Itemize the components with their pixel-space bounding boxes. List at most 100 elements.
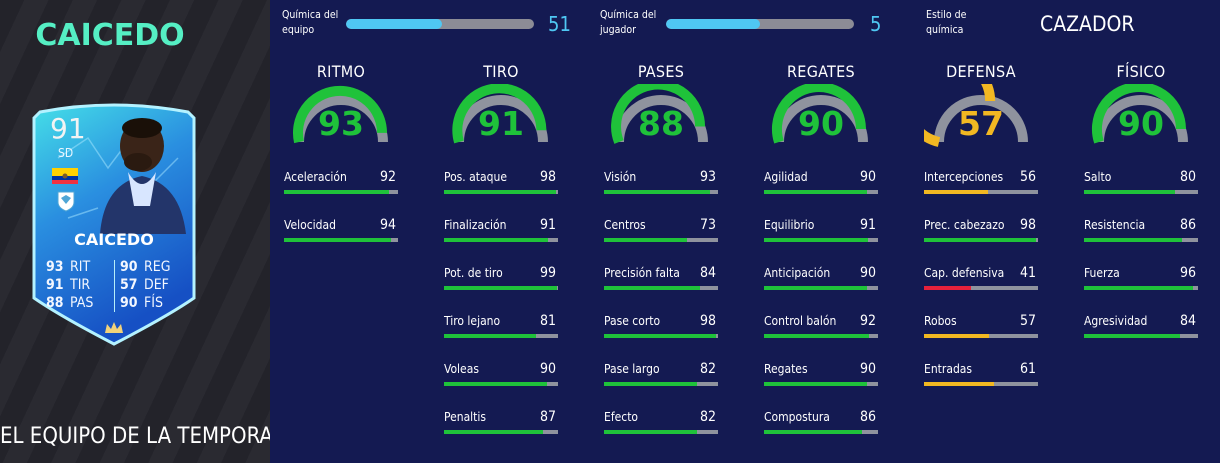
attribute-value: 80 [1179, 169, 1196, 185]
attribute-value: 81 [539, 313, 556, 329]
attribute-row: Agresividad 84 [1084, 313, 1198, 344]
category-column-4: DEFENSA 57 [924, 62, 1038, 152]
player-chemistry-label-line2: jugador [600, 24, 637, 36]
attribute-row: Aceleración 92 [284, 169, 398, 200]
attribute-bar-fill [1084, 238, 1183, 242]
attribute-name: Centros [604, 218, 646, 232]
attribute-bar [1084, 334, 1198, 338]
card-stat-value: 57 [120, 277, 138, 293]
gauge-fill [293, 85, 387, 144]
card-stat-value: 90 [120, 259, 138, 275]
attribute-bar [924, 334, 1038, 338]
attribute-row: Prec. cabezazo 98 [924, 217, 1038, 248]
attribute-value: 96 [1179, 265, 1196, 281]
category-gauge: 93 [284, 84, 398, 152]
category-column-1: TIRO 91 [444, 62, 558, 152]
attribute-row: Penaltis 87 [444, 409, 558, 440]
attribute-bar-fill [764, 238, 868, 242]
attribute-bar-fill [444, 190, 556, 194]
category-title: RITMO [316, 62, 366, 81]
attribute-bar-fill [284, 190, 389, 194]
attribute-row: Regates 90 [764, 361, 878, 392]
player-chemistry-label-line1: Química del [600, 9, 657, 21]
attribute-value: 82 [699, 409, 716, 425]
category-column-5: FÍSICO 90 [1084, 62, 1198, 152]
card-stat-label: TIR [70, 277, 91, 293]
category-value: 88 [638, 104, 684, 143]
category-gauge: 88 [604, 84, 718, 152]
team-chemistry-label: Química del equipo [282, 8, 338, 38]
card-stat-label: FÍS [144, 295, 163, 311]
gauge-fill [611, 84, 706, 144]
attribute-name: Aceleración [284, 170, 347, 184]
attribute-value: 91 [539, 217, 556, 233]
chemistry-style-label: Estilo de química [926, 8, 966, 38]
attribute-bar-fill [444, 238, 548, 242]
chemistry-style-label-line2: química [926, 24, 964, 36]
attribute-name: Efecto [604, 410, 639, 424]
team-of-season-label: EL EQUIPO DE LA TEMPORADA [0, 424, 270, 449]
attribute-row: Finalización 91 [444, 217, 558, 248]
attribute-bar [764, 334, 878, 338]
category-value: 93 [318, 104, 364, 143]
attribute-bar [924, 286, 1038, 290]
attribute-value: 92 [379, 169, 396, 185]
attribute-name: Fuerza [1084, 266, 1120, 280]
gauge-fill [1092, 84, 1186, 144]
attribute-row: Compostura 86 [764, 409, 878, 440]
attribute-bar [1084, 190, 1198, 194]
attribute-bar [604, 238, 718, 242]
attribute-bar-fill [444, 334, 537, 338]
attribute-name: Pos. ataque [444, 170, 507, 184]
card-player-name: CAICEDO [74, 230, 154, 249]
attribute-bar [924, 238, 1038, 242]
attribute-row: Pase largo 82 [604, 361, 718, 392]
gauge-fill [772, 84, 866, 144]
category-value: 91 [478, 104, 524, 143]
attribute-value: 61 [1019, 361, 1036, 377]
attribute-name: Agilidad [764, 170, 808, 184]
attribute-name: Regates [764, 362, 808, 376]
attribute-bar-fill [924, 190, 988, 194]
attribute-value: 86 [1179, 217, 1196, 233]
attribute-name: Compostura [764, 410, 830, 424]
attribute-bar [604, 334, 718, 338]
attribute-name: Precisión falta [604, 266, 680, 280]
attribute-bar [604, 430, 718, 434]
attribute-bar-fill [604, 430, 698, 434]
attribute-value: 90 [859, 361, 876, 377]
attribute-bar-fill [924, 334, 989, 338]
attribute-bar [764, 190, 878, 194]
player-card[interactable]: 91 SD CAICEDO 93 RIT 90 REG 91 [28, 98, 200, 348]
attribute-row: Anticipación 90 [764, 265, 878, 296]
category-column-3: REGATES 90 [764, 62, 878, 152]
category-gauge: 90 [764, 84, 878, 152]
attribute-row: Equilibrio 91 [764, 217, 878, 248]
gauge-fill [452, 84, 547, 144]
attribute-name: Control balón [764, 314, 837, 328]
attribute-value: 56 [1019, 169, 1036, 185]
attribute-value: 98 [699, 313, 716, 329]
attribute-value: 92 [859, 313, 876, 329]
attribute-name: Penaltis [444, 410, 487, 424]
attribute-bar [604, 382, 718, 386]
attribute-value: 93 [699, 169, 716, 185]
player-chemistry-bar [666, 19, 854, 29]
attribute-bar-fill [1084, 190, 1176, 194]
category-value: 57 [958, 104, 1004, 143]
attribute-bar [444, 190, 558, 194]
attribute-bar [1084, 286, 1198, 290]
attribute-value: 90 [859, 169, 876, 185]
attribute-name: Robos [924, 314, 957, 328]
attribute-bar-fill [604, 334, 716, 338]
attribute-value: 98 [539, 169, 556, 185]
attribute-bar [764, 238, 878, 242]
attribute-bar [604, 190, 718, 194]
category-title: TIRO [483, 62, 519, 81]
attribute-value: 90 [539, 361, 556, 377]
team-chemistry-value: 51 [548, 12, 571, 36]
attribute-name: Cap. defensiva [924, 266, 1005, 280]
attribute-row: Robos 57 [924, 313, 1038, 344]
attribute-name: Resistencia [1084, 218, 1146, 232]
category-title: DEFENSA [946, 62, 1016, 81]
